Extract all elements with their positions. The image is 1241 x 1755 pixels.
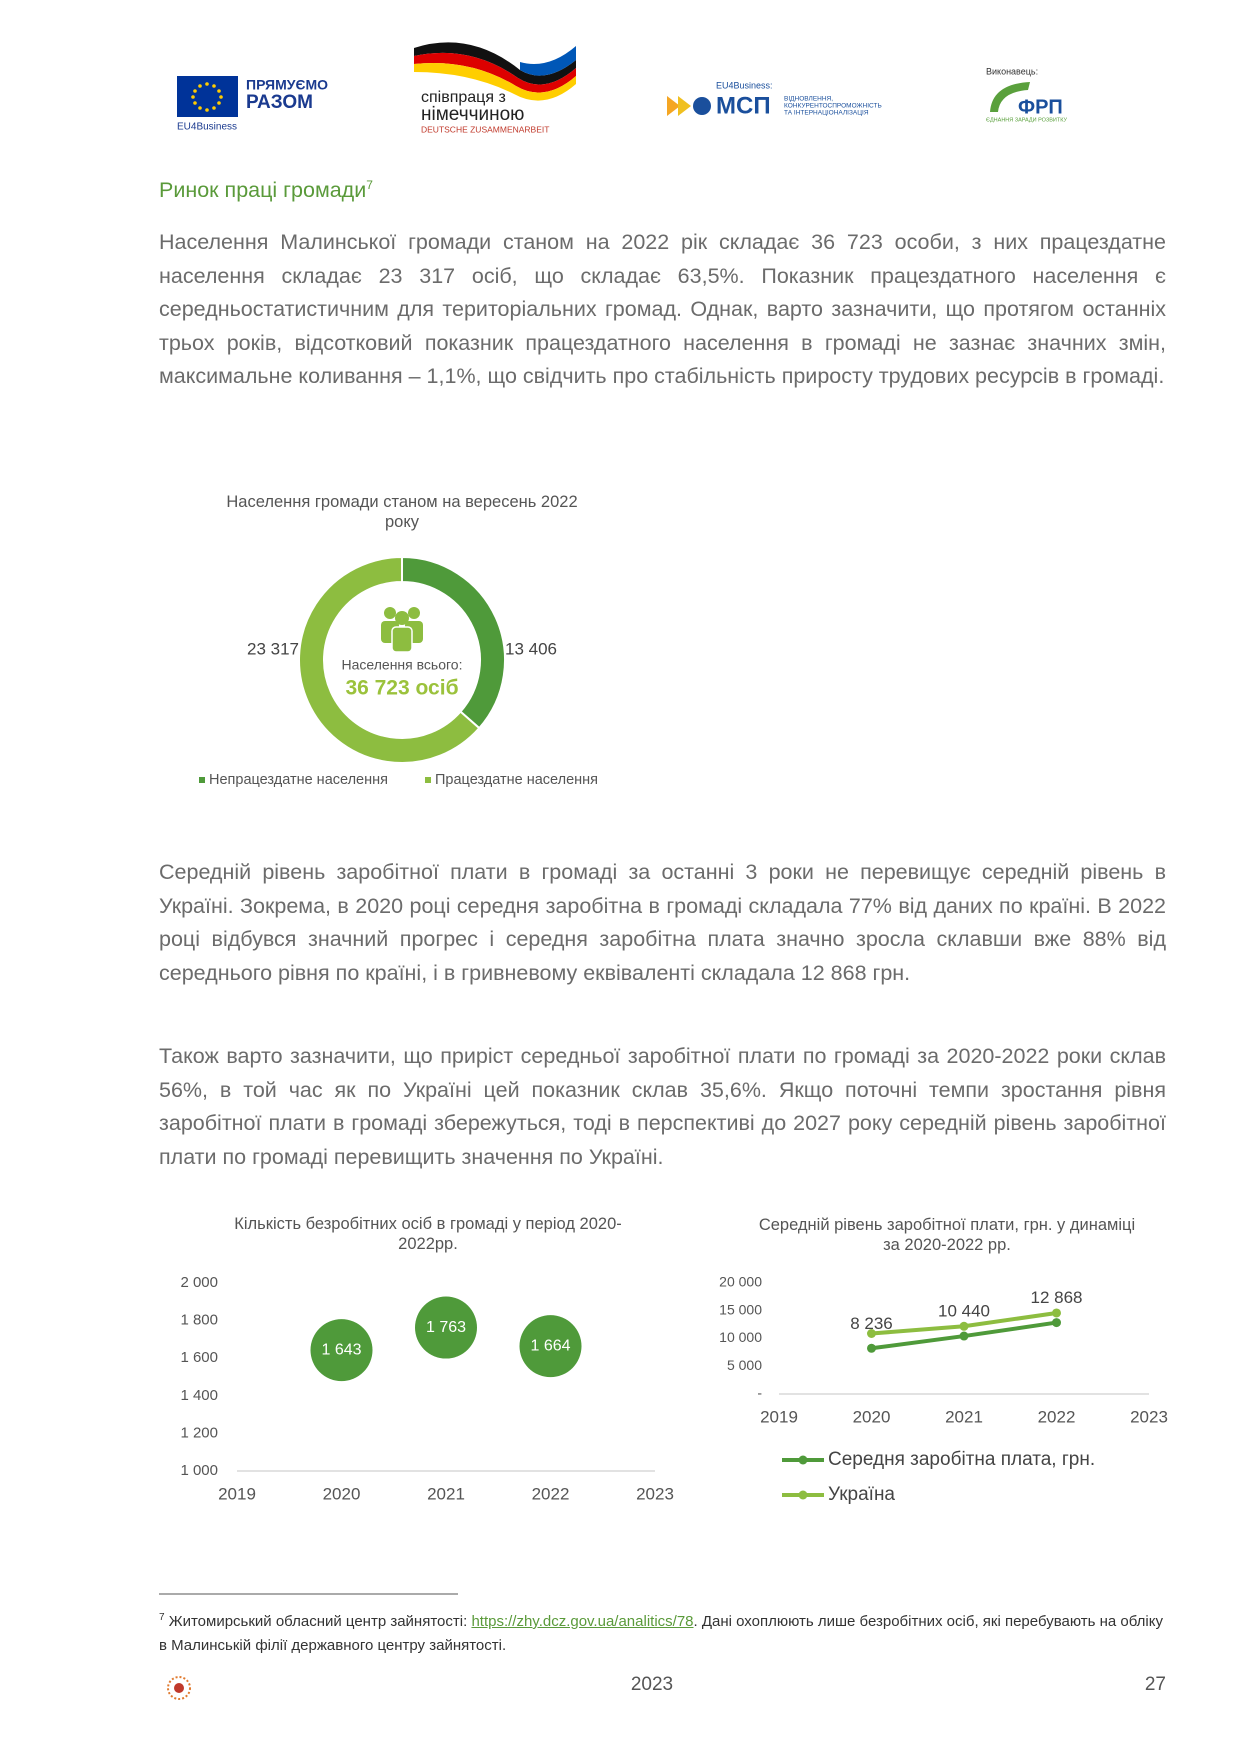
line-marker — [1052, 1318, 1061, 1328]
flag-wave — [414, 62, 576, 101]
legend-swatch — [199, 777, 205, 783]
x-tick-label: 2021 — [427, 1484, 465, 1503]
page-number: 27 — [1144, 1674, 1166, 1695]
logo-caption: ЄДНАННЯ ЗАРАДИ РОЗВИТКУ — [986, 117, 1068, 123]
x-tick-label: 2020 — [323, 1484, 361, 1503]
y-tick-label: 1 800 — [180, 1312, 218, 1329]
data-label: 1 643 — [321, 1341, 361, 1358]
footnote-text: . Дані охоплюють лише безробітних осіб, … — [159, 1613, 1163, 1654]
msp-arrow — [667, 96, 680, 116]
line-marker — [867, 1329, 876, 1339]
eu-text: РАЗОМ — [246, 92, 313, 113]
line-marker — [867, 1343, 876, 1353]
x-tick-label: 2019 — [218, 1484, 256, 1503]
msp-arrow — [678, 96, 691, 116]
legend-swatch — [425, 777, 431, 783]
y-tick-label: - — [757, 1385, 762, 1401]
logo-text: співпраця з — [421, 89, 506, 106]
logo-caption: КОНКУРЕНТОСПРОМОЖНІСТЬ — [784, 103, 882, 110]
y-tick-label: 2 000 — [180, 1274, 218, 1291]
flag-wave — [414, 52, 576, 93]
y-tick-label: 1 200 — [180, 1424, 218, 1441]
y-tick-label: 5 000 — [727, 1357, 762, 1373]
logo-text: МСП — [716, 92, 771, 119]
logo-caption: EU4Business: — [716, 80, 773, 90]
x-tick-label: 2022 — [532, 1484, 570, 1503]
chart-title: Кількість безробітних осіб в громаді у п… — [234, 1215, 622, 1253]
data-label: 12 868 — [1031, 1288, 1083, 1307]
data-label: 13 406 — [505, 639, 557, 658]
center-label: Населення всього: — [342, 657, 463, 673]
x-tick-label: 2023 — [1130, 1407, 1168, 1426]
footer-year: 2023 — [630, 1674, 674, 1695]
x-tick-label: 2022 — [1038, 1407, 1076, 1426]
paragraph: Також варто зазначити, що приріст середн… — [159, 1044, 1166, 1169]
frp-arc — [990, 82, 1030, 112]
y-tick-label: 1 600 — [180, 1349, 218, 1366]
y-tick-label: 1 400 — [180, 1387, 218, 1404]
x-tick-label: 2019 — [760, 1407, 798, 1426]
paragraph: Середній рівень заробітної плати в грома… — [159, 860, 1166, 985]
section-heading: Ринок праці громади7 — [159, 178, 373, 203]
line-marker — [959, 1331, 969, 1341]
bubble — [519, 1315, 582, 1378]
legend-label: Україна — [828, 1484, 895, 1505]
footer-icon — [174, 1683, 184, 1693]
logo-text: німеччиною — [421, 104, 524, 125]
y-tick-label: 15 000 — [719, 1301, 762, 1317]
people-icon — [381, 607, 423, 653]
center-value: 36 723 осіб — [345, 677, 458, 700]
legend-marker — [798, 1455, 808, 1465]
flag-wave — [414, 42, 576, 85]
logo-caption: ВІДНОВЛЕННЯ, — [784, 96, 833, 103]
paragraph: Населення Малинської громади станом на 2… — [159, 230, 1166, 389]
x-tick-label: 2020 — [853, 1407, 891, 1426]
donut-segment — [298, 555, 481, 764]
legend-label: Середня заробітна плата, грн. — [828, 1449, 1095, 1470]
eu-stars — [191, 82, 223, 112]
data-label: 23 317 — [247, 639, 299, 658]
chart-title: Населення громади станом на вересень 202… — [226, 493, 578, 531]
footnote: 7 Житомирський обласний центр зайнятості… — [159, 1606, 1166, 1658]
data-label: 1 664 — [530, 1337, 570, 1354]
flag-wave — [520, 46, 576, 76]
footnote-marker: 7 — [159, 1612, 165, 1623]
footnote-text: Житомирський обласний центр зайнятості: — [168, 1613, 472, 1630]
legend-label: Працездатне населення — [435, 772, 598, 788]
chart-title: Середній рівень заробітної плати, грн. у… — [758, 1216, 1136, 1254]
y-tick-label: 20 000 — [719, 1274, 762, 1290]
logo-caption: ТА ІНТЕРНАЦІОНАЛІЗАЦІЯ — [784, 110, 869, 117]
y-tick-label: 1 000 — [180, 1462, 218, 1479]
heading-text: Ринок праці громади — [159, 178, 367, 203]
logo-caption: Виконавець: — [986, 66, 1038, 76]
logo-caption: DEUTSCHE ZUSAMMENARBEIT — [421, 124, 549, 134]
bubble — [310, 1319, 373, 1382]
x-tick-label: 2021 — [945, 1407, 983, 1426]
logo-text: ФРП — [1018, 96, 1063, 118]
legend-label: Непрацездатне населення — [209, 772, 388, 788]
line-marker — [1052, 1308, 1061, 1318]
x-tick-label: 2023 — [636, 1484, 674, 1503]
msp-dot — [693, 97, 711, 115]
line-marker — [959, 1321, 969, 1331]
data-label: 1 763 — [426, 1319, 466, 1336]
bubble — [415, 1296, 477, 1359]
eu-caption: EU4Business — [177, 122, 237, 133]
y-tick-label: 10 000 — [719, 1329, 762, 1345]
eu-text: ПРЯМУЄМО — [246, 77, 328, 93]
legend-marker — [798, 1490, 808, 1500]
footer-icon — [167, 1676, 191, 1700]
footnote-ref: 7 — [366, 178, 373, 192]
data-label: 10 440 — [938, 1302, 990, 1321]
footnote-link[interactable]: https://zhy.dcz.gov.ua/analitics/78 — [471, 1613, 694, 1630]
data-label: 8 236 — [850, 1314, 893, 1333]
